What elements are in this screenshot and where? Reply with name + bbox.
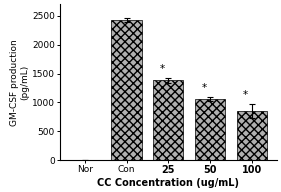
- Bar: [237, 111, 267, 160]
- Bar: [112, 20, 142, 160]
- Bar: [195, 99, 225, 160]
- X-axis label: CC Concentration (ug/mL): CC Concentration (ug/mL): [97, 178, 239, 188]
- Text: *: *: [160, 64, 165, 74]
- Text: *: *: [201, 83, 207, 93]
- Bar: [153, 80, 183, 160]
- Text: *: *: [243, 90, 248, 100]
- Y-axis label: GM-CSF production
(pg/mL): GM-CSF production (pg/mL): [10, 39, 29, 126]
